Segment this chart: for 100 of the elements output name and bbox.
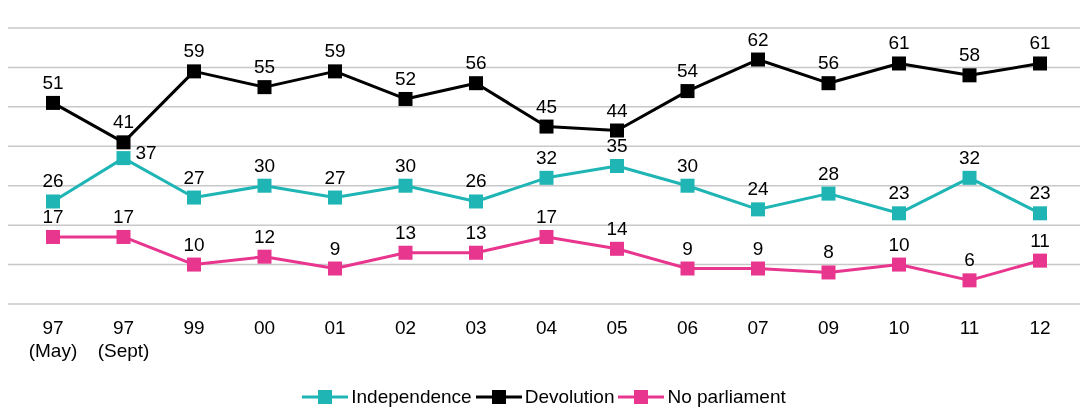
point [187, 190, 201, 205]
data-label: 59 [324, 40, 346, 62]
point [892, 257, 906, 272]
x-tick-label: 09 [817, 317, 840, 338]
data-label: 23 [888, 182, 910, 204]
point [962, 273, 977, 288]
data-label: 10 [888, 233, 910, 255]
point [46, 194, 60, 209]
data-label: 32 [535, 146, 558, 168]
data-label: 12 [253, 225, 276, 247]
data-label: 26 [465, 170, 487, 192]
data-label: 13 [394, 221, 417, 243]
data-label: 55 [253, 56, 276, 78]
data-label: 30 [676, 154, 699, 176]
point [328, 190, 342, 205]
x-tick-label: 99 [183, 317, 205, 338]
legend-label: Devolution [524, 386, 615, 408]
data-label: 8 [823, 241, 834, 263]
data-label: 23 [1029, 182, 1051, 204]
data-label: 52 [394, 67, 417, 89]
data-label: 17 [42, 205, 64, 227]
data-label: 13 [465, 221, 487, 243]
x-tick-label: 05 [606, 317, 628, 338]
x-tick-label: 06 [676, 317, 699, 338]
data-label: 26 [42, 170, 64, 192]
point [751, 202, 765, 217]
point [680, 178, 695, 193]
point [610, 123, 624, 138]
data-label: 56 [817, 52, 840, 74]
point [46, 229, 60, 244]
data-label: 32 [958, 146, 981, 168]
data-label: 51 [42, 71, 64, 93]
legend-label: No parliament [667, 386, 786, 408]
point [610, 159, 624, 173]
data-label: 35 [606, 135, 628, 156]
point [398, 91, 413, 106]
data-label: 9 [752, 237, 764, 259]
data-label: 41 [112, 111, 135, 133]
data-label: 59 [183, 40, 205, 62]
point [751, 261, 765, 276]
x-tick-label: 97 (May) [28, 317, 78, 361]
point [116, 135, 131, 150]
point [328, 261, 342, 276]
x-tick-label: 02 [394, 317, 417, 338]
point [257, 80, 272, 95]
point [962, 170, 977, 185]
point [680, 84, 695, 99]
data-label: 44 [606, 99, 628, 121]
data-label: 9 [682, 237, 693, 259]
point [680, 261, 695, 276]
x-tick-label: 04 [535, 317, 558, 338]
point [821, 76, 836, 91]
point [257, 178, 272, 193]
point [257, 249, 272, 264]
point [892, 206, 906, 221]
data-label: 61 [1029, 32, 1051, 54]
point [46, 95, 60, 110]
point [187, 64, 201, 79]
data-label: 30 [394, 154, 417, 176]
data-label: 10 [183, 233, 205, 255]
data-label: 30 [253, 154, 276, 176]
x-tick-label: 00 [253, 317, 276, 338]
data-label: 11 [1030, 229, 1050, 251]
data-label: 17 [535, 205, 558, 227]
data-label: 14 [606, 217, 628, 239]
data-label: 24 [747, 178, 769, 200]
x-tick-label: 97 (Sept) [97, 317, 150, 361]
point [116, 151, 131, 166]
data-label: 6 [964, 249, 975, 271]
data-label: 58 [958, 44, 981, 66]
point [469, 76, 483, 91]
point [751, 52, 765, 67]
point [962, 68, 977, 83]
data-label: 56 [465, 52, 487, 74]
data-label: 28 [817, 162, 840, 184]
point [469, 245, 483, 260]
x-tick-label: 03 [465, 317, 487, 338]
x-tick-label: 12 [1029, 317, 1051, 338]
point [398, 178, 413, 193]
data-label: 17 [112, 205, 135, 227]
point [821, 186, 836, 201]
point [1033, 56, 1047, 71]
x-tick-label: 11 [959, 317, 980, 338]
point [821, 265, 836, 280]
point [610, 241, 624, 256]
point [187, 257, 201, 272]
x-tick-label: 07 [747, 317, 769, 338]
data-label: 61 [888, 32, 910, 54]
data-label: 27 [183, 166, 205, 188]
point [539, 170, 554, 185]
data-label: 9 [329, 237, 341, 259]
point [116, 229, 131, 244]
point [469, 194, 483, 209]
data-label: 54 [676, 60, 699, 82]
point [539, 229, 554, 244]
point [1033, 206, 1047, 221]
legend-label: Independence [351, 386, 472, 408]
point [539, 119, 554, 134]
data-label: 27 [324, 166, 346, 188]
data-label: 45 [535, 95, 558, 117]
